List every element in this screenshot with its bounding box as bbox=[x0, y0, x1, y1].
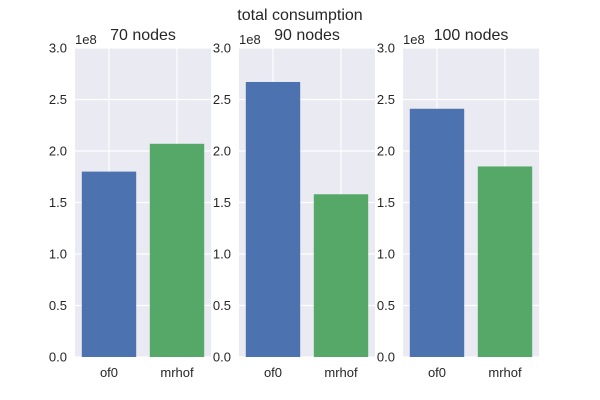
y-tick-label: 0.5 bbox=[49, 298, 67, 313]
y-tick-label: 0.0 bbox=[377, 350, 395, 365]
y-tick-label: 1.5 bbox=[377, 195, 395, 210]
y-tick-label: 2.0 bbox=[49, 144, 67, 159]
bar-of0 bbox=[81, 171, 137, 357]
bar-of0 bbox=[245, 81, 301, 358]
y-tick-label: 3.0 bbox=[49, 41, 67, 56]
panel-title: 90 nodes bbox=[274, 27, 340, 44]
y-tick-label: 1.0 bbox=[213, 247, 231, 262]
chart-panels: 0.0 0.5 1.0 1.5 2.0 2.5 3.0 of0 mrhof 1e8 70 nodes… bbox=[49, 27, 539, 380]
y-tick-label: 0.0 bbox=[49, 350, 67, 365]
y-tick-label: 1.5 bbox=[213, 195, 231, 210]
figure-suptitle: total consumption bbox=[237, 7, 362, 24]
y-tick-label: 1.0 bbox=[377, 247, 395, 262]
y-tick-label: 2.0 bbox=[213, 144, 231, 159]
y-tick-label: 2.0 bbox=[377, 144, 395, 159]
y-offset-label: 1e8 bbox=[403, 32, 425, 47]
bar-mrhof bbox=[313, 194, 369, 357]
y-tick-label: 1.0 bbox=[49, 247, 67, 262]
y-tick-label: 1.5 bbox=[49, 195, 67, 210]
bar-mrhof bbox=[149, 143, 205, 357]
y-tick-label: 3.0 bbox=[213, 41, 231, 56]
chart-panel: 0.0 0.5 1.0 1.5 2.0 2.5 3.0 of0 mrhof 1e8 90 nodes bbox=[213, 27, 375, 380]
y-tick-label: 0.5 bbox=[377, 298, 395, 313]
bar-mrhof bbox=[477, 166, 533, 357]
panel-title: 70 nodes bbox=[110, 27, 176, 44]
x-tick-label: mrhof bbox=[488, 365, 522, 380]
bar-of0 bbox=[409, 108, 465, 358]
x-tick-label: of0 bbox=[428, 365, 446, 380]
y-tick-label: 2.5 bbox=[213, 92, 231, 107]
y-tick-label: 3.0 bbox=[377, 41, 395, 56]
y-tick-label: 0.0 bbox=[213, 350, 231, 365]
y-tick-label: 2.5 bbox=[49, 92, 67, 107]
x-tick-label: mrhof bbox=[324, 365, 358, 380]
y-offset-label: 1e8 bbox=[239, 32, 261, 47]
x-tick-label: of0 bbox=[264, 365, 282, 380]
panel-title: 100 nodes bbox=[434, 27, 509, 44]
y-tick-label: 0.5 bbox=[213, 298, 231, 313]
chart-panel: 0.0 0.5 1.0 1.5 2.0 2.5 3.0 of0 mrhof 1e8 100 node… bbox=[377, 27, 539, 380]
x-tick-label: mrhof bbox=[160, 365, 194, 380]
y-offset-label: 1e8 bbox=[75, 32, 97, 47]
chart-panel: 0.0 0.5 1.0 1.5 2.0 2.5 3.0 of0 mrhof 1e8 70 nodes bbox=[49, 27, 211, 380]
y-tick-label: 2.5 bbox=[377, 92, 395, 107]
x-tick-label: of0 bbox=[100, 365, 118, 380]
